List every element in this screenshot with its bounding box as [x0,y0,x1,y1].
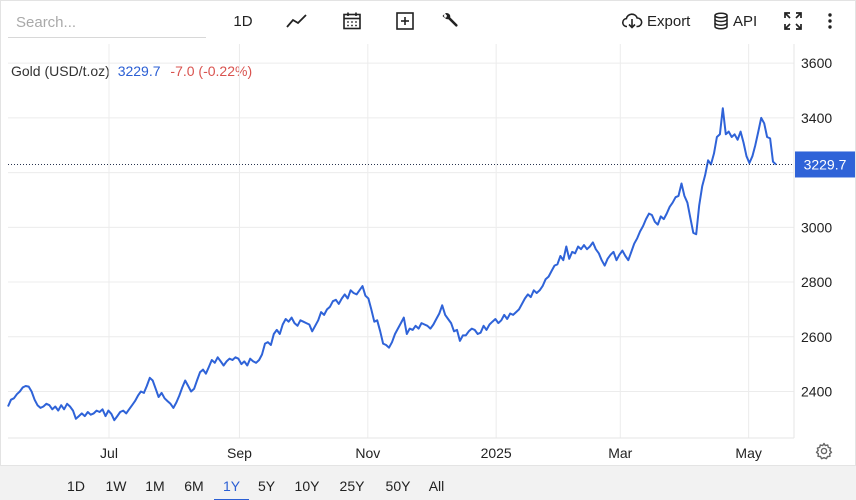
x-tick-label: Nov [355,445,380,461]
interval-label: 1D [233,12,253,30]
toolbar: 1D Export [0,0,856,44]
api-button[interactable]: API [713,8,761,34]
settings-gear-icon[interactable] [814,441,834,461]
y-tick-label: 2800 [801,274,832,290]
chart-type-button[interactable] [286,8,308,34]
grid [8,44,795,439]
fullscreen-icon [784,12,802,30]
y-tick-label: 2600 [801,329,832,345]
search-input[interactable] [8,8,206,38]
x-tick-label: May [735,445,761,461]
add-square-icon [396,12,414,30]
range-button-10y[interactable]: 10Y [294,478,320,494]
range-button-50y[interactable]: 50Y [385,478,411,494]
x-tick-label: Mar [608,445,632,461]
y-tick-label: 3600 [801,55,832,71]
tools-button[interactable] [440,8,460,34]
last-price-layer: 3229.7 [8,151,855,178]
range-button-25y[interactable]: 25Y [339,478,365,494]
interval-button[interactable]: 1D [232,8,254,34]
line-chart-icon [286,14,307,28]
last-price-tag [795,151,855,178]
fullscreen-button[interactable] [783,8,803,34]
range-bar: 1D 1W 1M 6M 1Y 5Y 10Y 25Y 50Y All [0,465,856,500]
database-icon [714,12,728,30]
cloud-download-icon [622,13,643,29]
legend-price: 3229.7 [117,63,161,79]
export-label: Export [647,12,691,30]
calendar-icon [343,12,361,30]
y-tick-label: 2400 [801,383,832,399]
api-label: API [733,12,758,30]
more-button[interactable] [824,8,836,34]
legend-symbol: Gold (USD/t.oz) [11,63,110,79]
last-price-tag-label: 3229.7 [804,156,847,172]
x-tick-label: 2025 [481,445,512,461]
range-button-5y[interactable]: 5Y [257,478,276,494]
x-axis: Jul Sep Nov 2025 Mar May [100,445,762,461]
range-button-all[interactable]: All [428,478,445,494]
y-axis: 2400 2600 2800 3000 3400 3600 [801,55,832,399]
more-vertical-icon [828,13,832,29]
add-indicator-button[interactable] [395,8,415,34]
price-chart[interactable]: Jul Sep Nov 2025 Mar May 2400 2600 2800 3000 3400… [0,44,856,464]
date-range-button[interactable] [342,8,362,34]
series-layer [7,107,777,422]
x-tick-label: Sep [227,445,252,461]
wrench-icon [442,13,458,27]
chart-legend: Gold (USD/t.oz) 3229.7 -7.0 (-0.22%) [11,63,252,79]
range-button-1m[interactable]: 1M [145,478,165,494]
range-button-1y[interactable]: 1Y [222,478,241,494]
export-button[interactable]: Export [621,8,693,34]
range-button-1d[interactable]: 1D [67,478,85,494]
y-tick-label: 3000 [801,219,832,235]
x-tick-label: Jul [100,445,118,461]
price-line [7,107,777,422]
y-tick-label: 3400 [801,110,832,126]
range-button-6m[interactable]: 6M [184,478,204,494]
range-button-1w[interactable]: 1W [105,478,127,494]
legend-change: -7.0 (-0.22%) [170,63,253,79]
